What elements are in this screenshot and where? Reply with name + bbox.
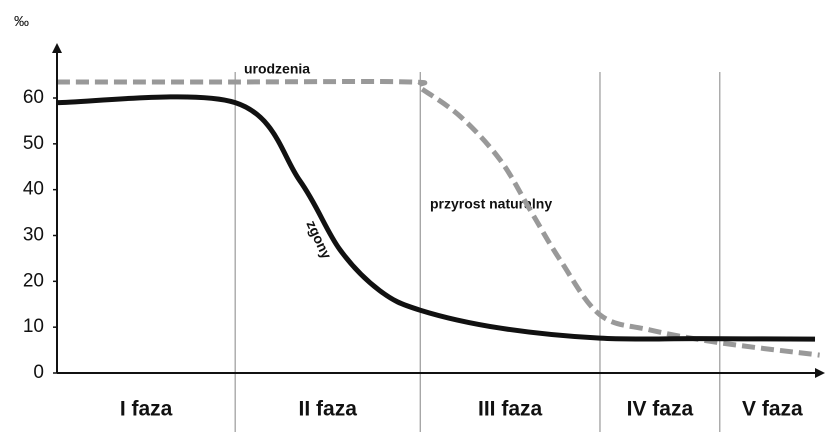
phase-label: IV faza [627, 398, 694, 421]
y-tick-label: 10 [23, 316, 44, 337]
series-label: zgony [303, 218, 335, 262]
y-tick-label: 30 [23, 225, 44, 246]
y-tick-label: 60 [23, 87, 44, 108]
x-axis-arrow [815, 368, 825, 378]
y-tick-label: 50 [23, 133, 44, 154]
phase-label: II faza [299, 398, 358, 421]
y-axis-arrow [52, 43, 62, 53]
phase-label: III faza [478, 398, 543, 421]
y-tick-label: 20 [23, 270, 44, 291]
y-axis-label: ‰ [14, 13, 29, 30]
phase-label: V faza [742, 398, 803, 421]
series-line [56, 94, 816, 342]
annotation: przyrost naturalny [430, 196, 552, 212]
phase-label: I faza [120, 398, 173, 421]
y-tick-label: 0 [33, 362, 44, 383]
series-line [57, 79, 820, 358]
series-label: urodzenia [244, 61, 310, 77]
y-tick-label: 40 [23, 179, 44, 200]
